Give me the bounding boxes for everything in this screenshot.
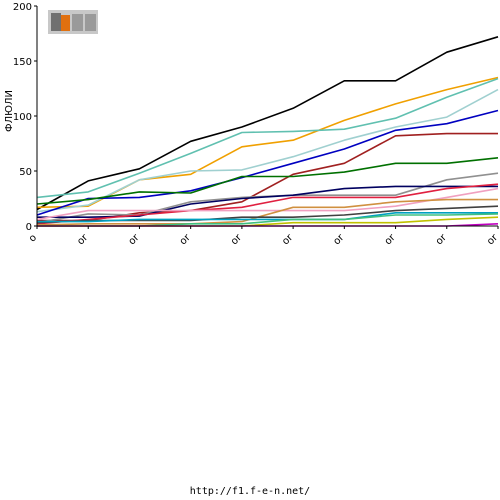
x-tick-label: o bbox=[27, 232, 39, 244]
y-axis-label: ФЛЮЛИ bbox=[4, 90, 15, 132]
x-tick-label: or bbox=[485, 232, 500, 248]
x-tick-label: or bbox=[229, 232, 245, 248]
series-line-5 bbox=[36, 109, 499, 216]
y-tick-label: 0 bbox=[26, 222, 32, 233]
x-tick-label: or bbox=[383, 232, 399, 248]
site-logo bbox=[48, 8, 98, 36]
y-tick-label: 50 bbox=[19, 167, 32, 178]
series-line-4 bbox=[36, 88, 499, 213]
f1en-logo-icon bbox=[48, 10, 98, 34]
series-line-10 bbox=[36, 183, 499, 225]
series-line-12 bbox=[36, 198, 498, 226]
x-tick-label: or bbox=[75, 232, 91, 248]
x-tick-label: or bbox=[127, 232, 143, 248]
y-tick-label: 200 bbox=[13, 2, 32, 13]
x-tick-label: or bbox=[280, 232, 296, 248]
series-line-7 bbox=[36, 157, 499, 205]
y-tick-label: 100 bbox=[13, 112, 32, 123]
series-line-14 bbox=[37, 212, 498, 223]
footer-url[interactable]: http://f1.f-e-n.net/ bbox=[189, 486, 311, 497]
series-line-11 bbox=[36, 187, 499, 221]
y-tick-label: 150 bbox=[13, 57, 32, 68]
x-tick-label: or bbox=[178, 232, 194, 248]
series-line-3 bbox=[36, 77, 499, 199]
x-tick-label: or bbox=[331, 232, 347, 248]
series-line-1 bbox=[36, 36, 499, 211]
x-tick-label: or bbox=[434, 232, 450, 248]
series-group bbox=[36, 36, 499, 227]
